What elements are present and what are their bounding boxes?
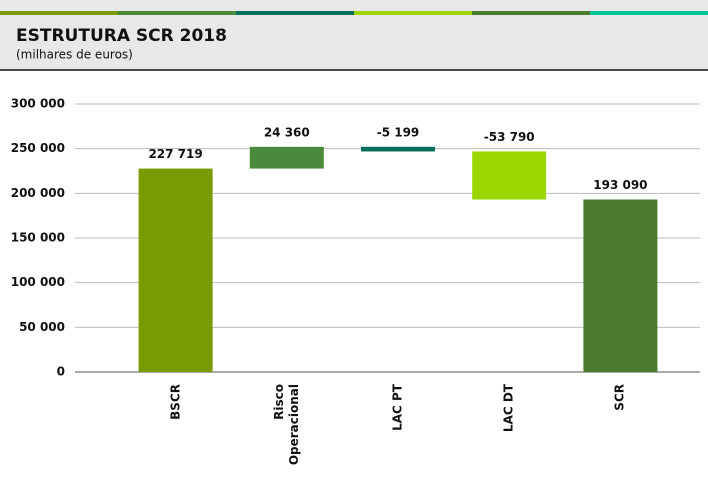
stripe <box>472 11 590 15</box>
value-label: -5 199 <box>377 125 420 139</box>
chart-title: ESTRUTURA SCR 2018 <box>16 26 227 46</box>
y-tick-label: 150 000 <box>11 231 65 245</box>
y-tick-label: 200 000 <box>11 186 65 200</box>
bar <box>138 168 213 372</box>
value-label: 24 360 <box>264 125 310 139</box>
stripe <box>590 11 708 15</box>
x-tick-label: BSCR <box>168 384 183 420</box>
stripe <box>236 11 354 15</box>
value-label: 227 719 <box>148 147 202 161</box>
value-label: 193 090 <box>593 178 647 192</box>
value-label: -53 790 <box>484 130 535 144</box>
bar <box>472 151 547 200</box>
x-tick-label: SCR <box>612 384 627 411</box>
chart-subtitle: (milhares de euros) <box>16 48 133 62</box>
bar <box>361 146 435 152</box>
stripe <box>0 11 118 15</box>
y-tick-label: 300 000 <box>11 97 65 111</box>
bar <box>583 199 658 372</box>
bar <box>249 146 324 169</box>
x-tick-label: LAC PT <box>390 384 405 431</box>
x-tick-label: Risco Operacional <box>271 384 301 466</box>
stripe <box>354 11 472 15</box>
y-tick-label: 50 000 <box>19 320 65 334</box>
x-tick-label: LAC DT <box>501 384 516 433</box>
stripe <box>118 11 236 15</box>
y-tick-label: 100 000 <box>11 275 65 289</box>
y-tick-label: 250 000 <box>11 141 65 155</box>
y-tick-label: 0 <box>57 365 65 379</box>
